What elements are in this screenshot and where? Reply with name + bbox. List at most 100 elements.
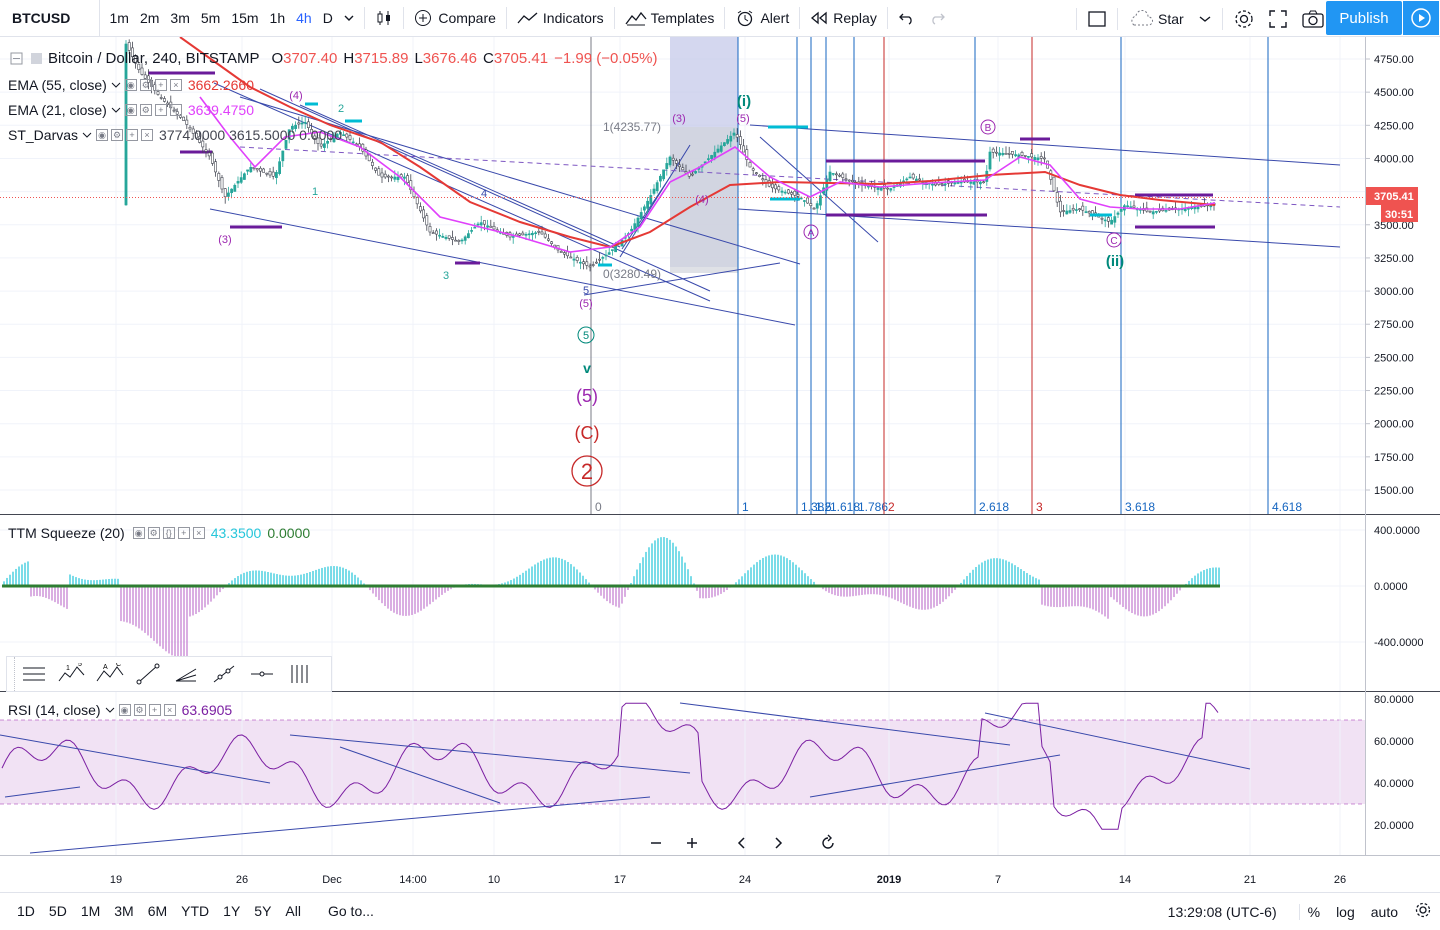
scroll-right-button[interactable] — [763, 828, 793, 858]
reset-chart-button[interactable] — [813, 828, 843, 858]
log-toggle[interactable]: log — [1336, 903, 1355, 920]
templates-button[interactable]: Templates — [619, 0, 721, 37]
tool-pitchfork[interactable] — [167, 657, 205, 691]
ema55-legend[interactable]: EMA (55, close) ◉ ⚙ + × 3662.2660 — [8, 77, 254, 93]
gear-icon[interactable]: ⚙ — [133, 704, 146, 716]
range-6m[interactable]: 6M — [147, 903, 168, 919]
interval-4h[interactable]: 4h — [296, 10, 312, 26]
ema21-legend[interactable]: EMA (21, close) ◉ ⚙ + × 3639.4750 — [8, 102, 254, 118]
eye-icon[interactable]: ◉ — [132, 527, 145, 539]
close-icon[interactable]: × — [192, 527, 205, 539]
interval-1h[interactable]: 1h — [269, 10, 286, 26]
ttm-legend[interactable]: TTM Squeeze (20) ◉ ⚙{} + × 43.3500 0.0000 — [8, 525, 310, 541]
save-star-button[interactable]: Star — [1122, 0, 1218, 37]
fullscreen-button[interactable] — [1261, 0, 1295, 37]
eye-icon[interactable]: ◉ — [124, 79, 137, 91]
candle-body — [265, 172, 269, 175]
symbol-search[interactable]: BTCUSD — [0, 0, 100, 37]
trend-lines[interactable] — [209, 82, 1341, 326]
range-1y[interactable]: 1Y — [223, 903, 241, 919]
redo-button[interactable] — [922, 0, 952, 37]
code-icon[interactable]: {} — [162, 527, 175, 539]
range-3m[interactable]: 3M — [114, 903, 134, 919]
zoom-in-button[interactable] — [677, 828, 707, 858]
replay-button[interactable]: Replay — [804, 0, 883, 37]
interval-dropdown[interactable] — [338, 0, 360, 37]
range-1d[interactable]: 1D — [17, 903, 35, 919]
gear-icon[interactable]: ⚙ — [139, 104, 152, 116]
wave-annotations[interactable]: (i) (ii) A B C 5 v (5) (C) 2 1(4235.77) 0(3280.49) (… — [218, 90, 1124, 487]
undo-button[interactable] — [892, 0, 922, 37]
plus-icon[interactable]: + — [177, 527, 190, 539]
gear-icon[interactable]: ⚙ — [111, 129, 124, 141]
chart-type-button[interactable] — [369, 0, 399, 37]
wave-label: (5) — [576, 386, 598, 406]
rsi-legend[interactable]: RSI (14, close) ◉ ⚙ + × 63.6905 — [8, 702, 232, 718]
collapse-icon[interactable] — [10, 52, 24, 66]
tool-ray[interactable] — [205, 657, 243, 691]
candle-body — [227, 192, 230, 197]
interval-5m[interactable]: 5m — [200, 10, 221, 26]
layout-button[interactable] — [1081, 0, 1113, 37]
auto-toggle[interactable]: auto — [1370, 903, 1398, 920]
symbol-legend[interactable]: Bitcoin / Dollar, 240, BITSTAMP O 3707.40… — [10, 50, 664, 67]
tool-horizontal-line[interactable] — [243, 657, 281, 691]
interval-D[interactable]: D — [322, 10, 333, 26]
play-button[interactable] — [1403, 1, 1439, 35]
plus-icon[interactable]: + — [154, 79, 167, 91]
indicators-button[interactable]: Indicators — [511, 0, 610, 37]
plus-icon[interactable]: + — [148, 704, 161, 716]
top-toolbar: BTCUSD 1m 2m 3m 5m 15m 1h 4h D Compare Indicato… — [0, 0, 1440, 37]
settings-button[interactable] — [1227, 0, 1261, 37]
plus-icon[interactable]: + — [126, 129, 139, 141]
eye-icon[interactable]: ◉ — [124, 104, 137, 116]
tool-lines[interactable] — [15, 657, 53, 691]
chevron-down-icon[interactable] — [81, 130, 93, 140]
chevron-down-icon[interactable] — [110, 105, 122, 115]
axis-settings-button[interactable] — [1406, 901, 1440, 922]
plus-icon[interactable]: + — [154, 104, 167, 116]
tool-fib-time[interactable] — [281, 657, 319, 691]
zoom-out-button[interactable] — [641, 828, 671, 858]
interval-2m[interactable]: 2m — [139, 10, 160, 26]
wave-label: 1 — [312, 186, 318, 198]
gear-icon[interactable]: ⚙ — [147, 527, 160, 539]
clock-time[interactable]: 13:29:08 (UTC-6) — [1167, 903, 1277, 920]
close-icon[interactable]: × — [169, 104, 182, 116]
eye-icon[interactable]: ◉ — [118, 704, 131, 716]
range-1m[interactable]: 1M — [80, 903, 101, 919]
chart-area[interactable]: 0 1 1.382 1.5 1.618 1.786 2 2.618 3 3.618 4.618 (i… — [0, 36, 1440, 892]
candle-body — [758, 174, 762, 177]
chevron-down-icon[interactable] — [110, 80, 122, 90]
close-icon[interactable]: × — [169, 79, 182, 91]
interval-15m[interactable]: 15m — [231, 10, 259, 26]
close-icon[interactable]: × — [163, 704, 176, 716]
publish-button[interactable]: Publish — [1326, 1, 1402, 35]
tool-trend-line[interactable] — [129, 657, 167, 691]
close-icon[interactable]: × — [141, 129, 154, 141]
compare-button[interactable]: Compare — [408, 0, 502, 37]
interval-1m[interactable]: 1m — [109, 10, 129, 26]
range-ytd[interactable]: YTD — [181, 903, 210, 919]
goto-button[interactable]: Go to... — [327, 903, 374, 919]
candle-body — [793, 190, 797, 196]
range-all[interactable]: All — [285, 903, 301, 919]
chevron-down-icon[interactable] — [104, 705, 116, 715]
interval-3m[interactable]: 3m — [170, 10, 190, 26]
range-5y[interactable]: 5Y — [254, 903, 272, 919]
range-5d[interactable]: 5D — [48, 903, 67, 919]
darvas-legend[interactable]: ST_Darvas ◉ ⚙ + × 3774.0000 3615.5000 0.000… — [8, 127, 342, 143]
drag-handle[interactable] — [7, 657, 15, 691]
candle-body — [220, 177, 224, 190]
percent-toggle[interactable]: % — [1298, 903, 1328, 920]
alert-button[interactable]: Alert — [729, 0, 795, 37]
lines-icon — [23, 667, 45, 681]
snapshot-button[interactable] — [1295, 0, 1331, 37]
eye-icon[interactable]: ◉ — [96, 129, 109, 141]
gear-icon[interactable]: ⚙ — [139, 79, 152, 91]
scroll-left-button[interactable] — [727, 828, 757, 858]
